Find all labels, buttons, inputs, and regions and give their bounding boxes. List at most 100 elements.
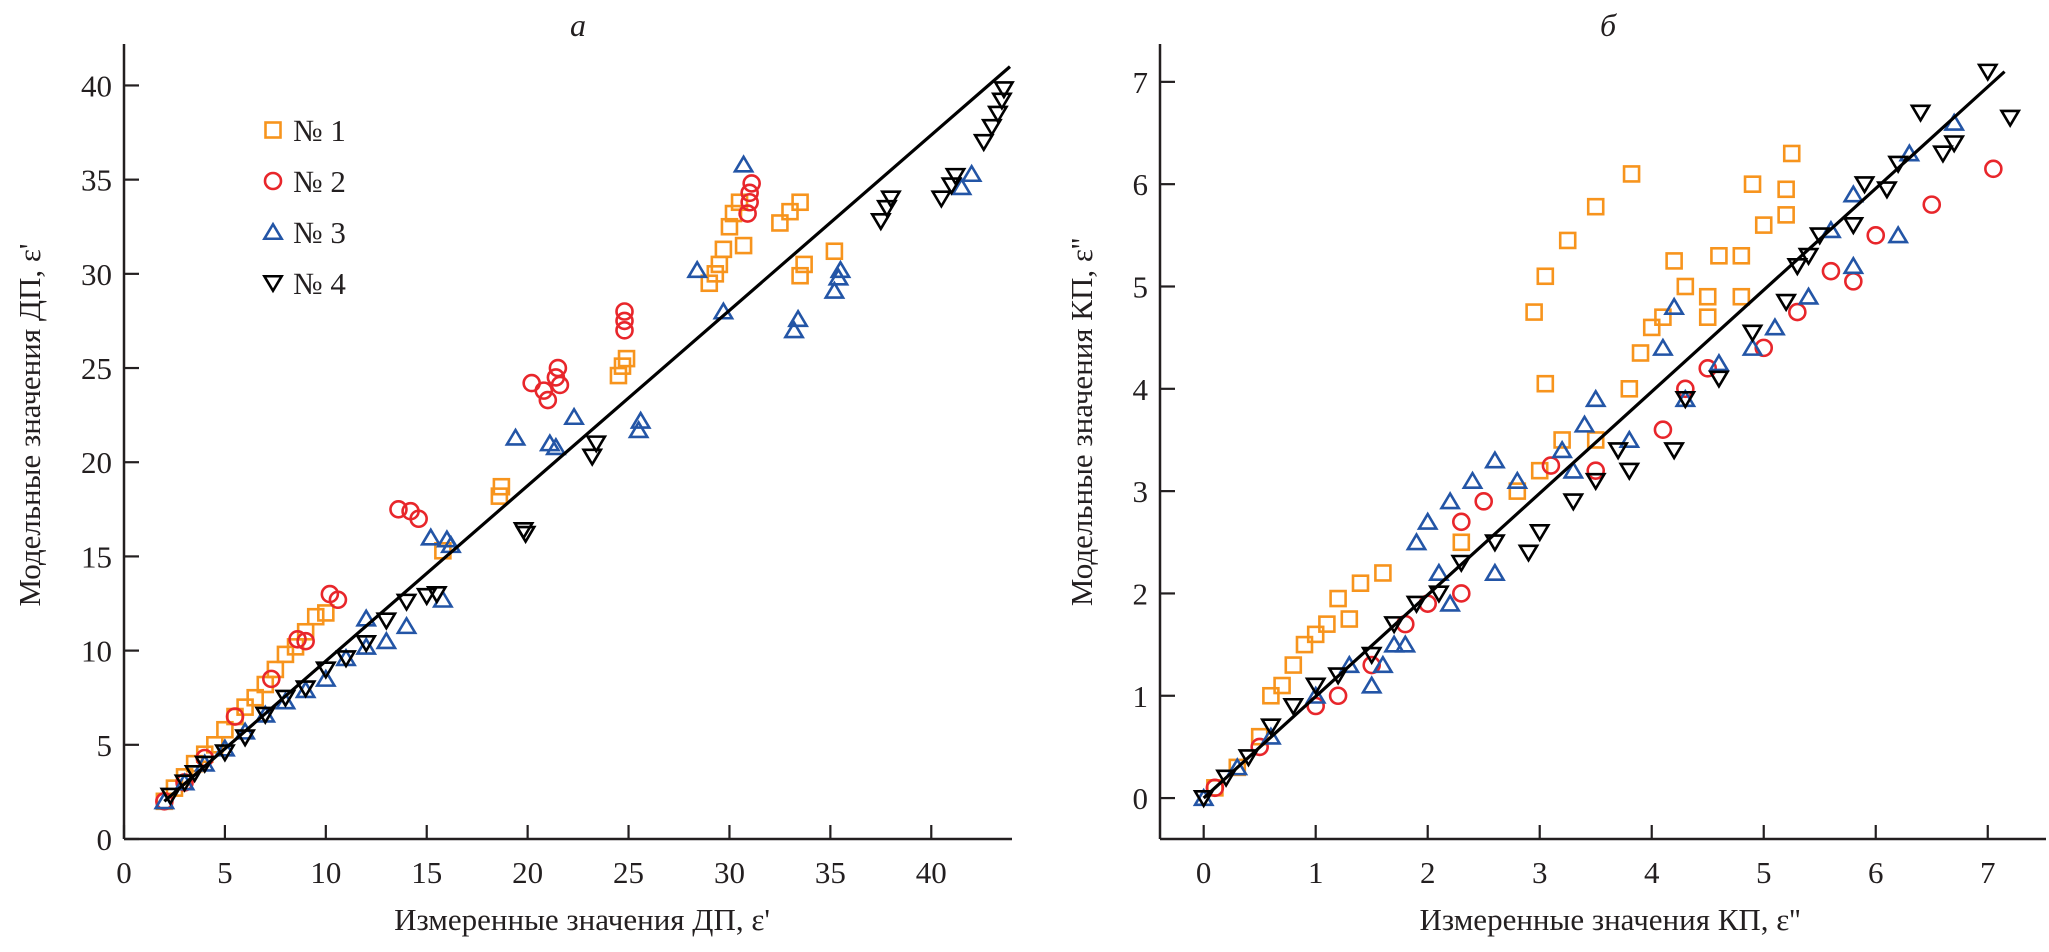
data-point-square	[1553, 431, 1571, 449]
data-point-triangle-up	[1259, 726, 1282, 745]
data-point-square	[1698, 308, 1717, 326]
data-point-triangle-down	[335, 650, 357, 669]
series-3	[1192, 112, 1966, 807]
x-tick-label: 25	[613, 855, 644, 890]
data-point-triangle-down	[173, 774, 196, 793]
data-point-triangle-down	[1562, 493, 1585, 512]
data-point-square	[791, 193, 809, 212]
y-tick-label: 40	[81, 68, 112, 103]
data-point-square	[216, 720, 234, 739]
data-point-circle	[296, 631, 315, 651]
data-point-square	[286, 638, 305, 656]
data-point-circle	[1586, 461, 1606, 480]
data-point-triangle-down	[930, 190, 953, 209]
x-tick-label: 30	[714, 855, 745, 890]
y-tick-label: 3	[1133, 474, 1149, 509]
data-point-circle	[548, 358, 568, 378]
data-point-square	[1530, 461, 1549, 480]
data-point-triangle-down	[1999, 109, 2022, 128]
x-tick-label: 20	[512, 855, 543, 890]
y-tick-label: 35	[81, 163, 112, 198]
y-tick-label: 25	[81, 351, 112, 386]
data-point-circle	[262, 669, 281, 689]
data-point-circle	[389, 500, 408, 519]
data-point-square	[1306, 625, 1325, 644]
data-point-circle	[225, 707, 245, 726]
legend-label: № 4	[293, 266, 346, 301]
data-point-square	[1710, 246, 1728, 265]
data-point-triangle-down	[1741, 324, 1764, 343]
data-point-triangle-down	[585, 435, 608, 454]
data-point-triangle-down	[869, 213, 892, 232]
x-tick-label: 5	[217, 855, 233, 890]
data-point-triangle-down	[1528, 524, 1551, 543]
data-point-square	[246, 688, 264, 707]
data-point-square	[706, 265, 725, 283]
data-point-square	[1732, 246, 1751, 265]
y-tick-label: 1	[1133, 679, 1149, 714]
legend-marker-triangle-up	[262, 221, 284, 241]
legend-item: № 4	[262, 266, 346, 301]
data-point-square	[781, 202, 799, 221]
data-point-square	[1642, 318, 1661, 337]
data-point-triangle-up	[1842, 184, 1865, 203]
data-point-triangle-down	[1192, 790, 1215, 809]
data-point-square	[1340, 610, 1359, 628]
data-point-circle	[1452, 512, 1471, 532]
data-point-square	[1329, 589, 1347, 608]
legend-marker-triangle-down	[262, 274, 284, 294]
data-point-square	[492, 477, 511, 496]
data-point-triangle-down	[1943, 135, 1966, 154]
data-point-triangle-down	[375, 612, 398, 631]
data-point-square	[1732, 287, 1751, 306]
data-point-triangle-up	[375, 630, 398, 650]
data-point-triangle-up	[1439, 593, 1462, 612]
data-point-triangle-down	[1775, 293, 1798, 313]
data-point-square	[1508, 482, 1527, 500]
data-point-square	[795, 255, 813, 274]
data-point-triangle-up	[1842, 255, 1865, 275]
data-point-circle	[738, 204, 757, 223]
data-point-triangle-down	[1909, 104, 1932, 123]
data-point-square	[714, 240, 733, 259]
data-point-triangle-up	[1427, 562, 1450, 582]
data-point-circle	[409, 509, 428, 529]
data-point-triangle-up	[1618, 429, 1641, 449]
data-point-triangle-up	[1764, 317, 1786, 336]
data-point-circle	[742, 174, 761, 193]
data-point-triangle-up	[314, 668, 337, 687]
data-point-square	[1777, 206, 1795, 224]
data-point-circle	[1984, 159, 2003, 179]
data-point-triangle-up	[395, 615, 418, 635]
data-point-triangle-down	[425, 586, 448, 605]
data-point-square	[306, 607, 325, 626]
x-tick-label: 2	[1420, 855, 1436, 890]
data-point-triangle-down	[254, 706, 277, 725]
data-point-square	[825, 242, 844, 261]
data-point-circle	[1250, 737, 1269, 757]
data-point-square	[1295, 635, 1314, 654]
data-point-square	[1782, 144, 1801, 163]
data-point-circle	[538, 390, 558, 410]
data-point-circle	[1653, 420, 1673, 440]
y-tick-label: 20	[81, 445, 112, 480]
data-point-triangle-up	[419, 527, 442, 546]
data-point-triangle-up	[1483, 450, 1506, 469]
data-point-circle	[1698, 359, 1718, 378]
data-point-circle	[288, 630, 307, 649]
data-point-circle	[615, 311, 634, 331]
data-point-triangle-up	[1338, 654, 1361, 674]
data-point-triangle-down	[1215, 769, 1237, 788]
panel-a-title: а	[570, 7, 586, 43]
x-tick-label: 10	[310, 855, 341, 890]
data-point-triangle-down	[1327, 667, 1350, 686]
data-point-triangle-down	[986, 105, 1009, 124]
data-point-circle	[1866, 226, 1886, 245]
data-point-triangle-up	[627, 419, 650, 439]
x-tick-label: 35	[815, 855, 846, 890]
data-point-triangle-down	[1876, 181, 1898, 200]
data-point-triangle-up	[213, 738, 236, 757]
data-point-triangle-up	[829, 259, 852, 279]
data-point-triangle-down	[993, 81, 1015, 100]
x-tick-label: 15	[411, 855, 442, 890]
